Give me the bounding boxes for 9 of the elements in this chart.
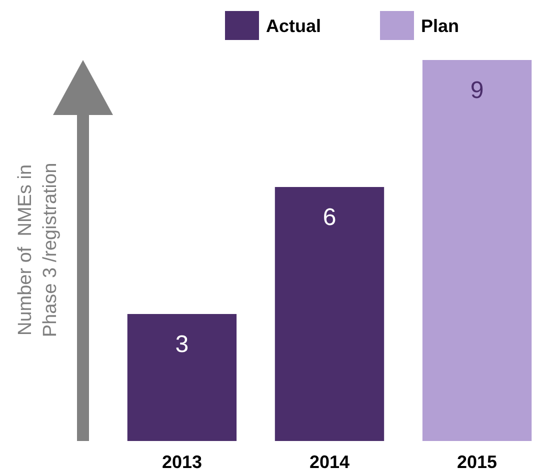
legend-label: Plan [421, 16, 460, 36]
data-label: 6 [322, 204, 336, 231]
x-tick-label: 2014 [309, 452, 350, 472]
legend-label: Actual [266, 16, 322, 36]
x-tick-label: 2015 [457, 452, 498, 472]
y-axis-title: Number of NMEs in Phase 3 /registration [15, 162, 61, 338]
x-tick-label: 2013 [162, 452, 202, 472]
data-label: 3 [175, 331, 189, 358]
data-label: 9 [470, 77, 484, 104]
